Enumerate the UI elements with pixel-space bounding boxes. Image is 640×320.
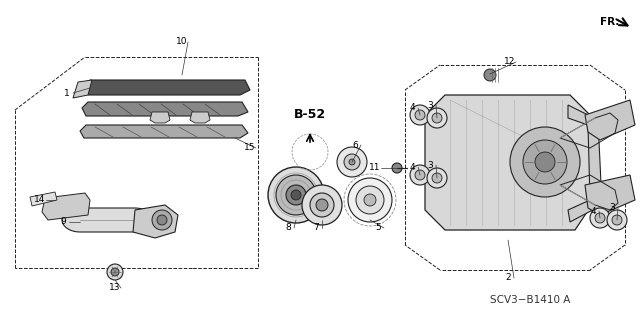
Circle shape [535,152,555,172]
Circle shape [432,113,442,123]
Circle shape [612,215,622,225]
Circle shape [356,186,384,214]
Circle shape [427,108,447,128]
Text: 4: 4 [590,206,596,215]
Text: 1: 1 [64,89,70,98]
Circle shape [607,210,627,230]
Circle shape [595,213,605,223]
Circle shape [410,105,430,125]
Text: 3: 3 [427,161,433,170]
Text: 10: 10 [176,37,188,46]
Circle shape [316,199,328,211]
Circle shape [111,268,119,276]
Polygon shape [190,112,210,123]
Text: 2: 2 [505,274,511,283]
Circle shape [344,154,360,170]
Circle shape [348,178,392,222]
Text: 7: 7 [313,223,319,233]
Circle shape [349,159,355,165]
Text: 13: 13 [109,284,121,292]
Polygon shape [80,125,248,138]
Circle shape [157,215,167,225]
Text: FR.: FR. [600,17,620,27]
Polygon shape [30,192,57,206]
Circle shape [152,210,172,230]
Circle shape [337,147,367,177]
Circle shape [590,208,610,228]
Text: 6: 6 [352,140,358,149]
Text: 3: 3 [609,204,615,212]
Polygon shape [585,100,635,140]
Circle shape [310,193,334,217]
Circle shape [410,165,430,185]
Circle shape [302,185,342,225]
Text: 5: 5 [375,223,381,233]
Circle shape [510,127,580,197]
Polygon shape [133,205,178,238]
Polygon shape [73,80,92,98]
Circle shape [427,168,447,188]
Circle shape [286,185,306,205]
Text: 12: 12 [504,58,516,67]
Circle shape [523,140,567,184]
Text: 4: 4 [409,103,415,113]
Polygon shape [425,95,595,230]
Text: SCV3−B1410 A: SCV3−B1410 A [490,295,570,305]
Circle shape [268,167,324,223]
Text: 14: 14 [35,196,45,204]
Text: 15: 15 [244,143,256,153]
Polygon shape [85,80,250,95]
Circle shape [107,264,123,280]
Text: 11: 11 [369,164,381,172]
Circle shape [276,175,316,215]
Circle shape [364,194,376,206]
Text: 8: 8 [285,223,291,233]
Polygon shape [82,102,248,116]
Polygon shape [585,175,635,215]
Polygon shape [62,208,153,232]
Polygon shape [568,105,602,222]
Circle shape [415,110,425,120]
Circle shape [291,190,301,200]
Text: 9: 9 [60,218,66,227]
Circle shape [484,69,496,81]
Circle shape [415,170,425,180]
Circle shape [392,163,402,173]
Text: 3: 3 [427,100,433,109]
Polygon shape [150,112,170,123]
Polygon shape [42,193,90,220]
Text: 4: 4 [409,163,415,172]
Text: B-52: B-52 [294,108,326,122]
Circle shape [432,173,442,183]
